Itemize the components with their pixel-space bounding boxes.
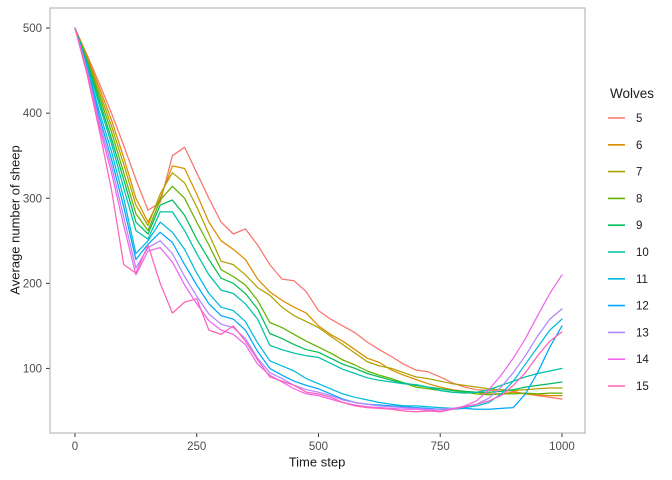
series-line-9 (74, 27, 563, 393)
y-tick-label: 400 (23, 108, 42, 120)
legend-title: Wolves (610, 86, 655, 101)
legend-label-15: 15 (636, 381, 649, 393)
y-tick-label: 300 (23, 193, 42, 205)
x-tick-label: 0 (72, 441, 78, 453)
series-line-7 (74, 27, 563, 392)
y-tick-label: 200 (23, 278, 42, 290)
series-line-11 (74, 27, 563, 410)
legend-label-7: 7 (636, 167, 642, 179)
series-line-5 (74, 27, 563, 400)
x-axis-title: Time step (288, 454, 346, 470)
legend-label-5: 5 (636, 113, 642, 125)
series-line-14 (74, 27, 563, 412)
y-axis-title: Average number of sheep (7, 145, 23, 295)
series-line-6 (74, 27, 563, 397)
legend-label-6: 6 (636, 140, 642, 152)
panel-border (49, 7, 586, 434)
series-line-15 (74, 27, 563, 413)
legend-label-13: 13 (636, 327, 649, 339)
y-tick-label: 500 (23, 23, 42, 35)
legend-label-12: 12 (636, 301, 649, 313)
legend-label-14: 14 (636, 354, 649, 366)
series-line-10 (74, 27, 563, 394)
series-line-13 (74, 27, 563, 410)
legend-label-9: 9 (636, 220, 642, 232)
x-tick-label: 1000 (549, 441, 575, 453)
x-tick-label: 250 (187, 441, 206, 453)
x-tick-label: 500 (309, 441, 328, 453)
series-line-8 (74, 27, 563, 396)
legend-label-8: 8 (636, 193, 642, 205)
legend-label-10: 10 (636, 247, 649, 259)
series-line-12 (74, 27, 563, 410)
legend-label-11: 11 (636, 274, 648, 286)
x-tick-label: 750 (431, 441, 450, 453)
y-tick-label: 100 (23, 363, 42, 375)
